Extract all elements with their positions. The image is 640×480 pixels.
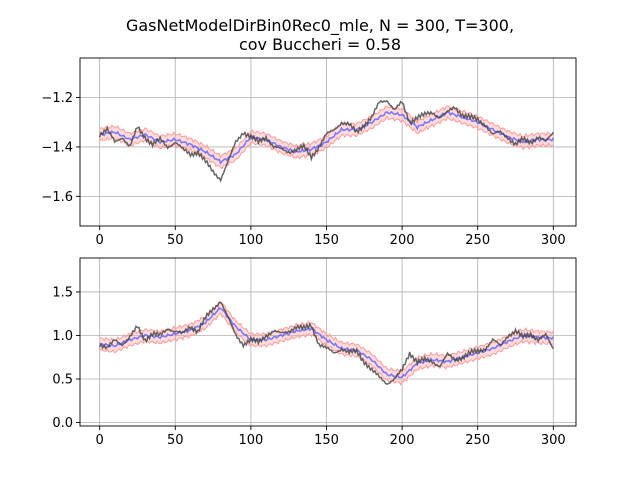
y-tick-label: −1.2	[41, 91, 73, 106]
confidence-band	[99, 301, 554, 385]
x-tick-label: 0	[96, 433, 104, 448]
x-tick-label: 50	[167, 433, 184, 448]
band-lower-line	[99, 312, 554, 386]
chart-title-line2: cov Buccheri = 0.58	[238, 35, 402, 54]
x-tick-label: 100	[238, 233, 263, 248]
plot-area	[98, 99, 555, 183]
y-tick-label: 1.0	[52, 329, 73, 344]
axes-frame	[79, 57, 577, 227]
x-tick-label: 150	[314, 433, 339, 448]
chart-title-line1: GasNetModelDirBin0Rec0_mle, N = 300, T=3…	[125, 16, 515, 35]
y-tick-label: −1.6	[41, 190, 73, 205]
x-tick-label: 200	[390, 233, 415, 248]
estimate-line	[99, 306, 555, 379]
true-series-line	[98, 99, 554, 183]
y-tick-label: 1.5	[52, 285, 73, 300]
axes-frame	[79, 257, 577, 427]
y-tick-label: 0.0	[52, 416, 73, 431]
y-tick-label: −1.4	[41, 140, 73, 155]
x-tick-label: 300	[541, 433, 566, 448]
x-tick-label: 150	[314, 233, 339, 248]
true-series-line	[99, 301, 554, 386]
x-tick-label: 0	[96, 233, 104, 248]
x-tick-label: 250	[465, 233, 490, 248]
x-tick-label: 50	[167, 233, 184, 248]
plot-area	[99, 300, 555, 386]
x-tick-label: 200	[390, 433, 415, 448]
y-tick-label: 0.5	[52, 372, 73, 387]
estimate-line	[99, 110, 555, 165]
band-lower-line	[99, 115, 554, 170]
x-tick-label: 300	[541, 233, 566, 248]
confidence-band	[99, 105, 554, 169]
x-tick-label: 100	[238, 433, 263, 448]
x-tick-label: 250	[465, 433, 490, 448]
